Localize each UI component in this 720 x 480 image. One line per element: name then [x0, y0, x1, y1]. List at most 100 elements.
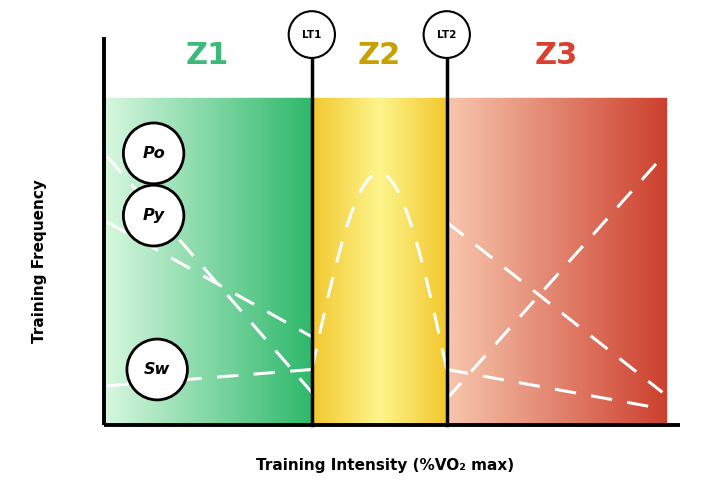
- Bar: [481, 98, 482, 425]
- Bar: [571, 98, 572, 425]
- Bar: [291, 98, 292, 425]
- Bar: [655, 98, 656, 425]
- Text: Po: Po: [143, 146, 165, 161]
- Bar: [563, 98, 564, 425]
- Text: Z2: Z2: [358, 41, 401, 70]
- Bar: [248, 98, 249, 425]
- Bar: [526, 98, 527, 425]
- Bar: [115, 98, 117, 425]
- Bar: [118, 98, 120, 425]
- Bar: [521, 98, 523, 425]
- Bar: [635, 98, 636, 425]
- Bar: [187, 98, 188, 425]
- Bar: [498, 98, 500, 425]
- Bar: [534, 98, 536, 425]
- Bar: [297, 98, 298, 425]
- Bar: [596, 98, 597, 425]
- Bar: [637, 98, 639, 425]
- Bar: [117, 98, 118, 425]
- Bar: [208, 98, 209, 425]
- Bar: [218, 98, 220, 425]
- Bar: [519, 98, 521, 425]
- Bar: [260, 98, 261, 425]
- Bar: [274, 98, 276, 425]
- Bar: [270, 98, 271, 425]
- Bar: [658, 98, 660, 425]
- Bar: [212, 98, 213, 425]
- Bar: [157, 98, 158, 425]
- Ellipse shape: [289, 11, 335, 58]
- Bar: [621, 98, 622, 425]
- Bar: [211, 98, 212, 425]
- Bar: [610, 98, 611, 425]
- Bar: [241, 98, 242, 425]
- Bar: [125, 98, 126, 425]
- Bar: [528, 98, 529, 425]
- Bar: [158, 98, 159, 425]
- Bar: [174, 98, 176, 425]
- Bar: [207, 98, 208, 425]
- Bar: [617, 98, 618, 425]
- Ellipse shape: [127, 339, 187, 400]
- Bar: [267, 98, 268, 425]
- Bar: [480, 98, 481, 425]
- Bar: [197, 98, 199, 425]
- Bar: [647, 98, 649, 425]
- Bar: [143, 98, 145, 425]
- Bar: [111, 98, 112, 425]
- Bar: [504, 98, 505, 425]
- Bar: [108, 98, 109, 425]
- Bar: [633, 98, 634, 425]
- Bar: [510, 98, 511, 425]
- Bar: [527, 98, 528, 425]
- Bar: [146, 98, 148, 425]
- Bar: [145, 98, 146, 425]
- Text: Z3: Z3: [535, 41, 578, 70]
- Bar: [595, 98, 596, 425]
- Bar: [546, 98, 548, 425]
- Bar: [105, 98, 106, 425]
- Bar: [162, 98, 163, 425]
- Bar: [122, 98, 124, 425]
- Bar: [132, 98, 133, 425]
- Bar: [155, 98, 156, 425]
- Bar: [503, 98, 504, 425]
- Text: Py: Py: [143, 208, 165, 223]
- Bar: [113, 98, 114, 425]
- Bar: [525, 98, 526, 425]
- Bar: [246, 98, 248, 425]
- Bar: [542, 98, 543, 425]
- Bar: [539, 98, 540, 425]
- Bar: [173, 98, 174, 425]
- Bar: [186, 98, 187, 425]
- Bar: [223, 98, 225, 425]
- Bar: [190, 98, 192, 425]
- Bar: [531, 98, 532, 425]
- Bar: [202, 98, 204, 425]
- Bar: [130, 98, 131, 425]
- Bar: [628, 98, 629, 425]
- Bar: [594, 98, 595, 425]
- Bar: [137, 98, 138, 425]
- Bar: [463, 98, 464, 425]
- Bar: [217, 98, 218, 425]
- Bar: [654, 98, 655, 425]
- Bar: [276, 98, 277, 425]
- Bar: [277, 98, 279, 425]
- Bar: [653, 98, 654, 425]
- Bar: [589, 98, 590, 425]
- Bar: [622, 98, 624, 425]
- Bar: [632, 98, 633, 425]
- Bar: [612, 98, 613, 425]
- Bar: [109, 98, 110, 425]
- Bar: [471, 98, 472, 425]
- Bar: [486, 98, 487, 425]
- Bar: [244, 98, 246, 425]
- Bar: [271, 98, 272, 425]
- Bar: [160, 98, 161, 425]
- Bar: [490, 98, 492, 425]
- Bar: [178, 98, 179, 425]
- Bar: [507, 98, 508, 425]
- Bar: [541, 98, 542, 425]
- Bar: [611, 98, 612, 425]
